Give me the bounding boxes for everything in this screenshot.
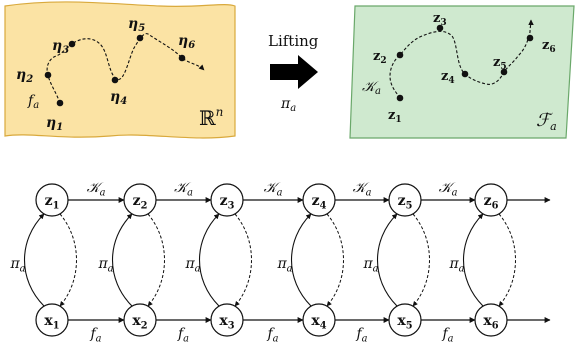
koopman-label-3: 𝒦a — [264, 180, 283, 199]
x-node-label-3: x3 — [219, 313, 234, 332]
z-node-label-5: z5 — [398, 193, 413, 212]
proj-arrow-4 — [326, 213, 344, 307]
label-Fa: ℱa — [536, 110, 557, 133]
proj-arrow-6 — [498, 213, 516, 307]
z-node-label-2: z2 — [133, 193, 148, 212]
label-z6: z6 — [542, 38, 556, 55]
lifting-title: Lifting — [268, 32, 319, 50]
point-eta4 — [111, 76, 119, 84]
lift-arrow-6 — [463, 213, 484, 307]
point-z3 — [436, 24, 444, 32]
lift-label-3: πa — [184, 256, 200, 275]
label-eta6: η6 — [178, 33, 195, 51]
point-eta3 — [68, 40, 76, 48]
lift-arrow-1 — [24, 213, 45, 307]
point-z5 — [500, 68, 508, 76]
koopman-chain: z1 x1 πa 𝒦a fa z2 x2 πa 𝒦a fa z3 x3 πa 𝒦a fa z4 x4 πa 𝒦a fa… — [9, 180, 551, 345]
lift-arrow-3 — [199, 213, 220, 307]
dyn-label-4: fa — [355, 326, 367, 345]
lift-label-2: πa — [97, 256, 113, 275]
dyn-label-1: fa — [89, 326, 101, 345]
point-z6 — [526, 34, 534, 42]
proj-arrow-5 — [412, 213, 430, 307]
lifting-arrow-group: Lifting πa — [268, 32, 319, 114]
euclidean-points — [44, 34, 186, 107]
x-node-label-2: x2 — [132, 313, 147, 332]
euclidean-trajectory — [46, 33, 205, 104]
lift-arrow-5 — [377, 213, 398, 307]
x-node-label-6: x6 — [483, 313, 498, 332]
point-z2 — [396, 51, 404, 59]
point-z4 — [461, 70, 469, 78]
label-eta2: η2 — [16, 67, 33, 85]
label-eta4: η4 — [110, 89, 127, 107]
dyn-label-3: fa — [266, 326, 278, 345]
z-node-label-6: z6 — [484, 193, 499, 212]
lift-label-1: πa — [9, 256, 25, 275]
proj-arrow-2 — [147, 213, 165, 307]
proj-arrow-3 — [234, 213, 252, 307]
feature-space-panel: z1 z2 z3 z4 z5 z6 𝒦a ℱa — [349, 5, 575, 139]
koopman-label-1: 𝒦a — [87, 180, 106, 199]
label-z2: z2 — [373, 49, 387, 66]
proj-arrow-1 — [59, 213, 77, 307]
label-pi-top: πa — [280, 96, 296, 114]
label-eta5: η5 — [128, 16, 145, 34]
z-node-label-1: z1 — [45, 193, 60, 212]
label-eta1: η1 — [46, 115, 63, 133]
lift-arrow-4 — [291, 213, 312, 307]
dyn-label-2: fa — [177, 326, 189, 345]
koopman-label-2: 𝒦a — [174, 180, 193, 199]
koopman-label-5: 𝒦a — [439, 180, 458, 199]
label-z1: z1 — [388, 108, 402, 125]
label-fa-top: fa — [27, 93, 39, 111]
label-Rn: ℝn — [199, 105, 223, 130]
label-z5: z5 — [493, 55, 507, 72]
lift-arrow-2 — [112, 213, 133, 307]
lift-label-5: πa — [362, 256, 378, 275]
lifting-arrow — [270, 55, 318, 89]
koopman-label-4: 𝒦a — [353, 180, 372, 199]
point-eta1 — [56, 99, 64, 107]
x-node-label-5: x5 — [397, 313, 412, 332]
point-eta6 — [178, 54, 186, 62]
label-z3: z3 — [433, 11, 447, 28]
lift-label-6: πa — [448, 256, 464, 275]
z-node-label-4: z4 — [312, 193, 327, 212]
dyn-label-5: fa — [441, 326, 453, 345]
lift-label-4: πa — [276, 256, 292, 275]
euclidean-space-panel: η1 η2 η3 η4 η5 η6 fa ℝn — [4, 1, 236, 139]
label-z4: z4 — [441, 69, 455, 86]
label-eta3: η3 — [52, 38, 69, 56]
point-eta5 — [136, 34, 144, 42]
feature-points — [396, 24, 534, 102]
x-node-label-4: x4 — [311, 313, 326, 332]
x-node-label-1: x1 — [44, 313, 59, 332]
feature-space-plane — [349, 5, 575, 139]
z-node-label-3: z3 — [220, 193, 235, 212]
point-z1 — [396, 94, 404, 102]
point-eta2 — [44, 71, 52, 79]
